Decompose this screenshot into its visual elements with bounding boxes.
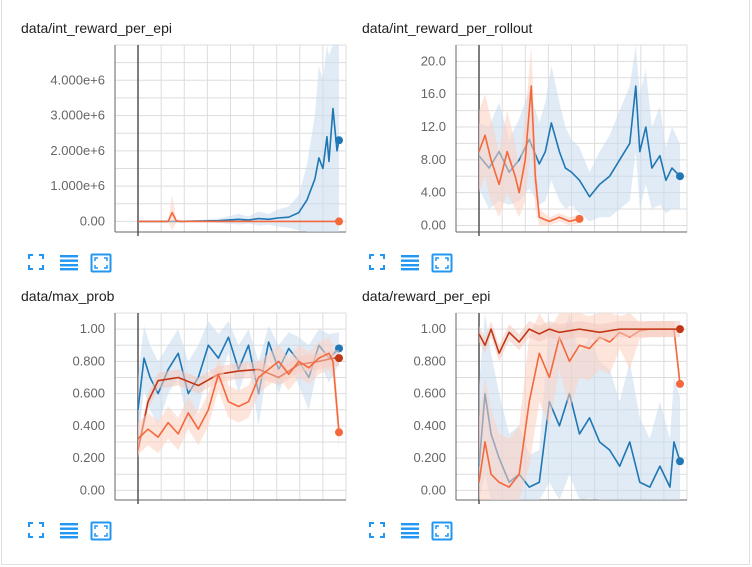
y-tick-label: 3.000e+6 bbox=[50, 108, 105, 123]
series-band bbox=[479, 313, 680, 500]
fit-domain-button[interactable] bbox=[431, 521, 453, 541]
chart-svg[interactable]: 0.00 0.200 0.400 0.600 0.800 1.00 bbox=[21, 310, 351, 510]
series-end-marker[interactable] bbox=[335, 136, 343, 145]
fit-domain-icon bbox=[431, 521, 453, 541]
chart-svg[interactable]: 0.00 1.000e+6 2.000e+6 3.000e+6 4.000e+6 bbox=[21, 42, 351, 242]
y-tick-label: 0.00 bbox=[80, 213, 105, 228]
chart-card-max-prob: data/max_prob 0.00 0.200 0.400 0.600 0.800 1.… bbox=[21, 288, 361, 558]
list-icon bbox=[59, 253, 81, 271]
series-band bbox=[138, 45, 339, 232]
y-tick-label: 4.00 bbox=[421, 185, 446, 200]
chart-plot[interactable]: 0.00 0.200 0.400 0.600 0.800 1.00 bbox=[362, 310, 692, 510]
fit-domain-button[interactable] bbox=[90, 521, 112, 541]
list-icon bbox=[400, 253, 422, 271]
y-tick-label: 0.600 bbox=[72, 386, 105, 401]
chart-svg[interactable]: 0.00 0.200 0.400 0.600 0.800 1.00 bbox=[362, 310, 692, 510]
chart-title: data/int_reward_per_rollout bbox=[362, 20, 533, 36]
y-tick-label: 8.00 bbox=[421, 152, 446, 167]
list-button[interactable] bbox=[400, 521, 422, 541]
fit-domain-icon bbox=[431, 253, 453, 273]
series-band bbox=[479, 45, 680, 222]
y-tick-label: 4.000e+6 bbox=[50, 72, 105, 87]
y-tick-label: 0.400 bbox=[72, 418, 105, 433]
fit-to-screen-icon bbox=[27, 253, 49, 271]
fit-to-screen-icon bbox=[368, 253, 390, 271]
fit-to-screen-icon bbox=[368, 521, 390, 539]
series-band bbox=[479, 45, 580, 226]
y-tick-label: 0.00 bbox=[80, 482, 105, 497]
chart-plot[interactable]: 0.00 0.200 0.400 0.600 0.800 1.00 bbox=[21, 310, 351, 510]
y-tick-label: 0.00 bbox=[421, 217, 446, 232]
series-end-marker[interactable] bbox=[676, 379, 684, 388]
series-end-marker[interactable] bbox=[676, 172, 684, 181]
y-tick-label: 0.600 bbox=[413, 386, 446, 401]
fit-domain-button[interactable] bbox=[90, 253, 112, 273]
series-end-marker[interactable] bbox=[335, 217, 343, 226]
series-band bbox=[479, 321, 680, 362]
series-end-marker[interactable] bbox=[676, 457, 684, 466]
y-tick-label: 20.0 bbox=[421, 53, 446, 68]
y-tick-label: 0.400 bbox=[413, 418, 446, 433]
list-button[interactable] bbox=[59, 521, 81, 541]
fit-to-screen-button[interactable] bbox=[368, 521, 390, 541]
y-tick-label: 0.200 bbox=[72, 450, 105, 465]
fit-to-screen-icon bbox=[27, 521, 49, 539]
series-line bbox=[137, 352, 340, 440]
fit-to-screen-button[interactable] bbox=[27, 253, 49, 273]
list-button[interactable] bbox=[400, 253, 422, 273]
y-tick-label: 2.000e+6 bbox=[50, 143, 105, 158]
chart-plot[interactable]: 0.00 1.000e+6 2.000e+6 3.000e+6 4.000e+6 bbox=[21, 42, 351, 242]
series-band bbox=[138, 337, 339, 455]
chart-title: data/reward_per_epi bbox=[362, 288, 491, 304]
chart-card-int-reward-per-epi: data/int_reward_per_epi 0.00 1.000e+6 2.00… bbox=[21, 20, 361, 290]
series-end-marker[interactable] bbox=[676, 325, 684, 334]
chart-card-int-reward-per-rollout: data/int_reward_per_rollout 0.00 4.00 8.00… bbox=[362, 20, 702, 290]
fit-domain-icon bbox=[90, 253, 112, 273]
chart-svg[interactable]: 0.00 4.00 8.00 12.0 16.0 20.0 bbox=[362, 42, 692, 242]
y-tick-label: 0.00 bbox=[421, 482, 446, 497]
series-line bbox=[478, 328, 680, 355]
series-end-marker[interactable] bbox=[575, 214, 584, 223]
chart-plot[interactable]: 0.00 4.00 8.00 12.0 16.0 20.0 bbox=[362, 42, 692, 242]
list-icon bbox=[59, 521, 81, 539]
list-button[interactable] bbox=[59, 253, 81, 273]
y-tick-label: 0.800 bbox=[413, 353, 446, 368]
list-icon bbox=[400, 521, 422, 539]
fit-domain-icon bbox=[90, 521, 112, 541]
chart-card-reward-per-epi: data/reward_per_epi 0.00 0.200 0.400 0.600 0… bbox=[362, 288, 702, 558]
y-tick-label: 0.200 bbox=[413, 450, 446, 465]
series-band bbox=[479, 313, 680, 500]
y-tick-label: 1.000e+6 bbox=[50, 178, 105, 193]
y-tick-label: 16.0 bbox=[421, 86, 446, 101]
series-end-marker[interactable] bbox=[335, 428, 343, 437]
fit-domain-button[interactable] bbox=[431, 253, 453, 273]
y-tick-label: 0.800 bbox=[72, 353, 105, 368]
chart-title: data/int_reward_per_epi bbox=[21, 20, 172, 36]
y-tick-label: 12.0 bbox=[421, 119, 446, 134]
fit-to-screen-button[interactable] bbox=[368, 253, 390, 273]
y-tick-label: 1.00 bbox=[80, 321, 105, 336]
series-end-marker[interactable] bbox=[335, 354, 343, 363]
chart-title: data/max_prob bbox=[21, 288, 115, 304]
fit-to-screen-button[interactable] bbox=[27, 521, 49, 541]
y-tick-label: 1.00 bbox=[421, 321, 446, 336]
